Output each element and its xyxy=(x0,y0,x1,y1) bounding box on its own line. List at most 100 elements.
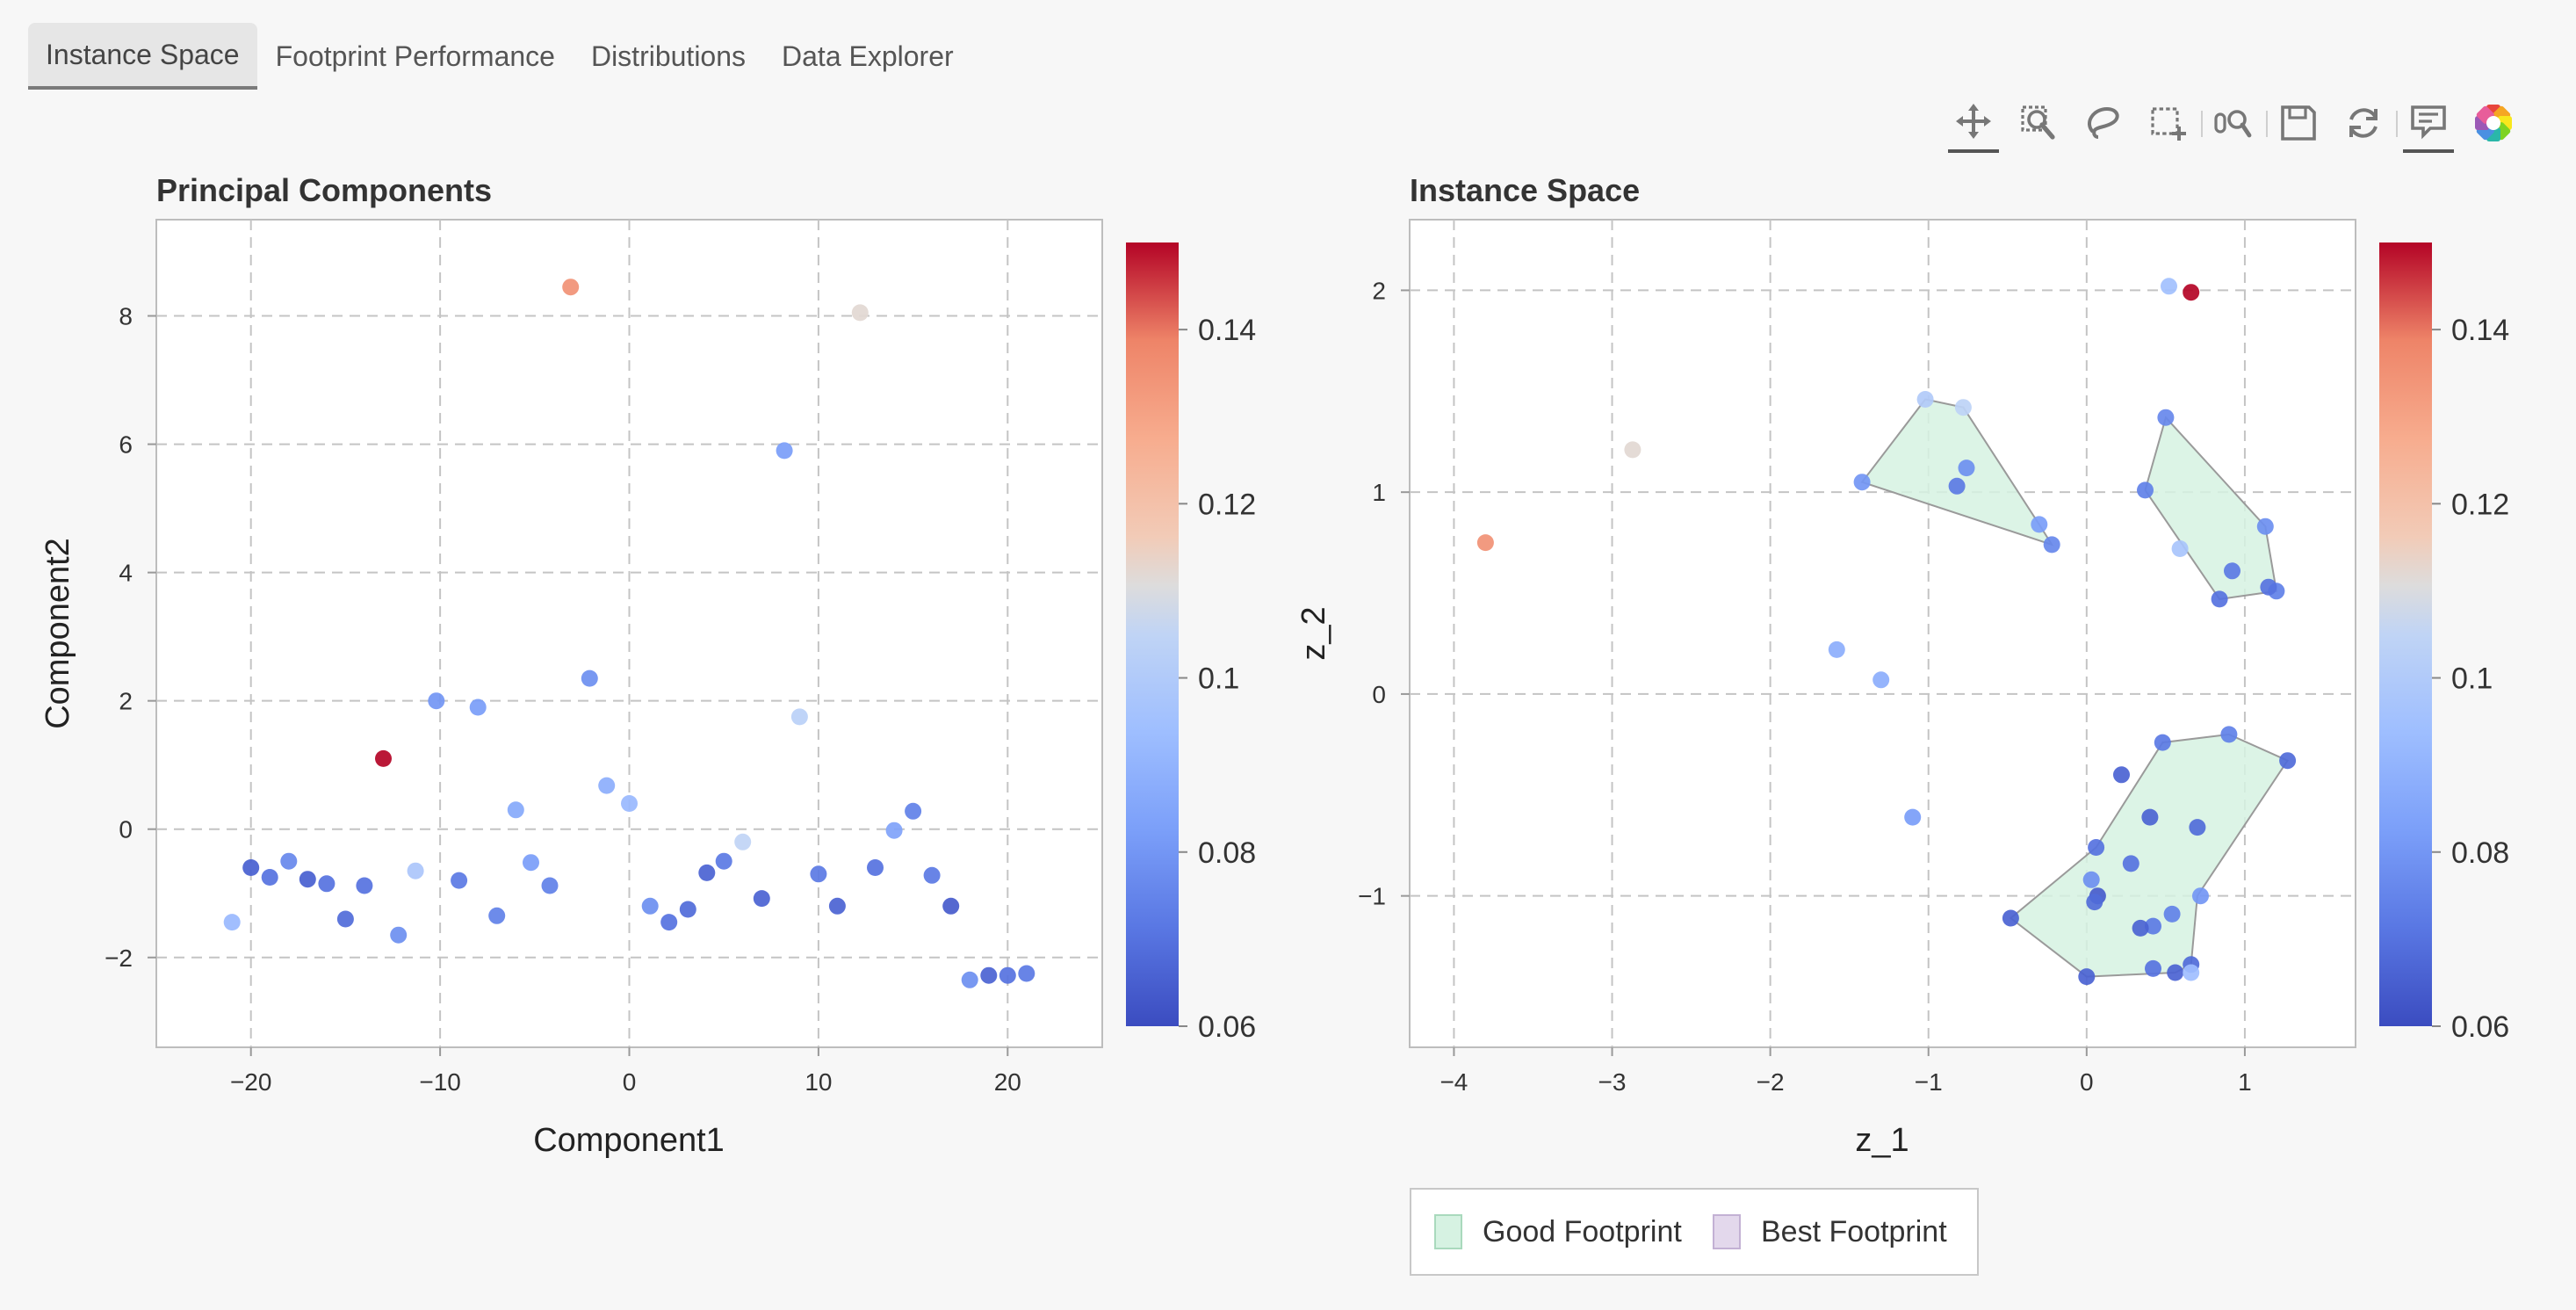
is-point-26[interactable] xyxy=(2141,808,2159,826)
tab-distributions[interactable]: Distributions xyxy=(590,40,747,72)
pc-point-10[interactable] xyxy=(407,862,424,879)
is-footprint-polygon-0[interactable] xyxy=(1860,398,2054,546)
pc-point-19[interactable] xyxy=(581,669,598,687)
pc-point-34[interactable] xyxy=(867,859,884,876)
is-point-12[interactable] xyxy=(2161,278,2177,295)
is-footprint-polygon-2[interactable] xyxy=(2009,733,2290,978)
pc-point-33[interactable] xyxy=(851,304,869,322)
is-point-16[interactable] xyxy=(2171,540,2189,557)
pc-point-40[interactable] xyxy=(980,966,998,984)
zoom-tool-icon[interactable] xyxy=(2013,93,2064,153)
is-point-14[interactable] xyxy=(2157,409,2175,426)
is-point-37[interactable] xyxy=(2002,909,2019,927)
legend-best-footprint-swatch[interactable] xyxy=(1713,1214,1741,1249)
is-point-34[interactable] xyxy=(2163,905,2181,923)
pc-point-14[interactable] xyxy=(488,907,506,924)
pc-point-12[interactable] xyxy=(451,872,468,889)
is-point-23[interactable] xyxy=(2279,752,2297,770)
pc-point-27[interactable] xyxy=(734,833,752,850)
is-plot-area[interactable] xyxy=(1409,219,2356,1048)
is-point-30[interactable] xyxy=(2082,871,2100,888)
legend-good-footprint-swatch[interactable] xyxy=(1434,1214,1462,1249)
is-point-4[interactable] xyxy=(1954,399,1972,416)
is-point-27[interactable] xyxy=(2189,819,2206,836)
box-select-tool-icon[interactable] xyxy=(2143,93,2194,153)
save-tool-icon[interactable] xyxy=(2273,93,2324,153)
pc-point-37[interactable] xyxy=(923,866,941,884)
pc-point-0[interactable] xyxy=(242,859,260,876)
is-point-2[interactable] xyxy=(1853,474,1871,491)
hover-tool-icon[interactable] xyxy=(2403,93,2454,153)
is-point-38[interactable] xyxy=(2145,959,2161,977)
is-point-6[interactable] xyxy=(1958,460,1975,477)
legend-best-footprint-label[interactable]: Best Footprint xyxy=(1761,1215,1947,1248)
is-point-24[interactable] xyxy=(2154,734,2171,751)
is-point-11[interactable] xyxy=(1904,808,1922,826)
pc-point-18[interactable] xyxy=(562,279,580,296)
is-point-7[interactable] xyxy=(2031,516,2048,533)
pc-point-9[interactable] xyxy=(390,926,408,944)
pc-point-15[interactable] xyxy=(507,801,524,819)
is-point-9[interactable] xyxy=(1828,641,1845,658)
pc-point-2[interactable] xyxy=(261,869,278,886)
tab-footprint-performance[interactable]: Footprint Performance xyxy=(275,40,555,72)
is-point-15[interactable] xyxy=(2137,481,2154,499)
is-point-22[interactable] xyxy=(2220,726,2238,743)
pc-point-41[interactable] xyxy=(999,966,1016,984)
pc-point-36[interactable] xyxy=(905,802,922,820)
wheel-zoom-tool-icon[interactable] xyxy=(2208,93,2259,153)
pc-point-1[interactable] xyxy=(223,914,241,931)
is-point-25[interactable] xyxy=(2113,766,2130,784)
is-point-35[interactable] xyxy=(2145,917,2161,935)
is-point-32[interactable] xyxy=(2086,894,2103,911)
pc-point-24[interactable] xyxy=(679,901,696,918)
tab-data-explorer[interactable]: Data Explorer xyxy=(782,40,954,72)
pc-point-20[interactable] xyxy=(598,777,616,794)
pc-point-39[interactable] xyxy=(961,971,978,988)
pc-point-11[interactable] xyxy=(428,692,445,710)
is-point-10[interactable] xyxy=(1872,671,1890,689)
is-point-41[interactable] xyxy=(2183,964,2200,981)
pc-point-26[interactable] xyxy=(715,852,732,870)
pc-point-42[interactable] xyxy=(1018,965,1035,982)
is-point-8[interactable] xyxy=(2043,536,2060,554)
is-point-3[interactable] xyxy=(1916,391,1934,408)
is-point-13[interactable] xyxy=(2183,284,2200,301)
pc-point-38[interactable] xyxy=(942,897,960,915)
pc-point-28[interactable] xyxy=(753,890,770,908)
is-point-42[interactable] xyxy=(2078,968,2096,986)
pc-point-21[interactable] xyxy=(621,795,638,812)
tab-instance-space[interactable]: Instance Space xyxy=(28,23,257,90)
is-point-29[interactable] xyxy=(2122,855,2139,872)
pc-point-13[interactable] xyxy=(469,698,487,716)
pc-point-25[interactable] xyxy=(698,864,716,881)
pc-point-6[interactable] xyxy=(336,910,354,928)
pc-point-30[interactable] xyxy=(790,708,808,726)
is-point-17[interactable] xyxy=(2256,517,2274,535)
is-footprint-polygon-1[interactable] xyxy=(2144,416,2278,600)
pc-point-22[interactable] xyxy=(641,897,659,915)
is-point-18[interactable] xyxy=(2224,562,2240,580)
legend-good-footprint-label[interactable]: Good Footprint xyxy=(1483,1215,1682,1248)
is-point-28[interactable] xyxy=(2088,839,2105,856)
pc-point-8[interactable] xyxy=(375,749,392,767)
pan-tool-icon[interactable] xyxy=(1948,93,1999,153)
pc-point-3[interactable] xyxy=(280,852,298,870)
pc-point-23[interactable] xyxy=(660,914,678,931)
reset-tool-icon[interactable] xyxy=(2338,93,2389,153)
pc-point-31[interactable] xyxy=(810,865,827,883)
is-point-1[interactable] xyxy=(1624,441,1642,459)
is-point-0[interactable] xyxy=(1476,534,1494,552)
is-point-39[interactable] xyxy=(2167,964,2184,981)
pc-point-29[interactable] xyxy=(776,442,793,460)
pc-point-32[interactable] xyxy=(828,897,846,915)
pc-point-5[interactable] xyxy=(318,875,336,893)
is-point-33[interactable] xyxy=(2192,887,2209,905)
is-point-20[interactable] xyxy=(2260,578,2277,596)
lasso-tool-icon[interactable] xyxy=(2078,93,2129,153)
pc-point-17[interactable] xyxy=(541,877,559,894)
pc-point-4[interactable] xyxy=(299,871,316,888)
is-point-21[interactable] xyxy=(2211,590,2228,608)
bokeh-logo-icon[interactable] xyxy=(2468,93,2519,153)
pc-point-7[interactable] xyxy=(356,877,373,894)
